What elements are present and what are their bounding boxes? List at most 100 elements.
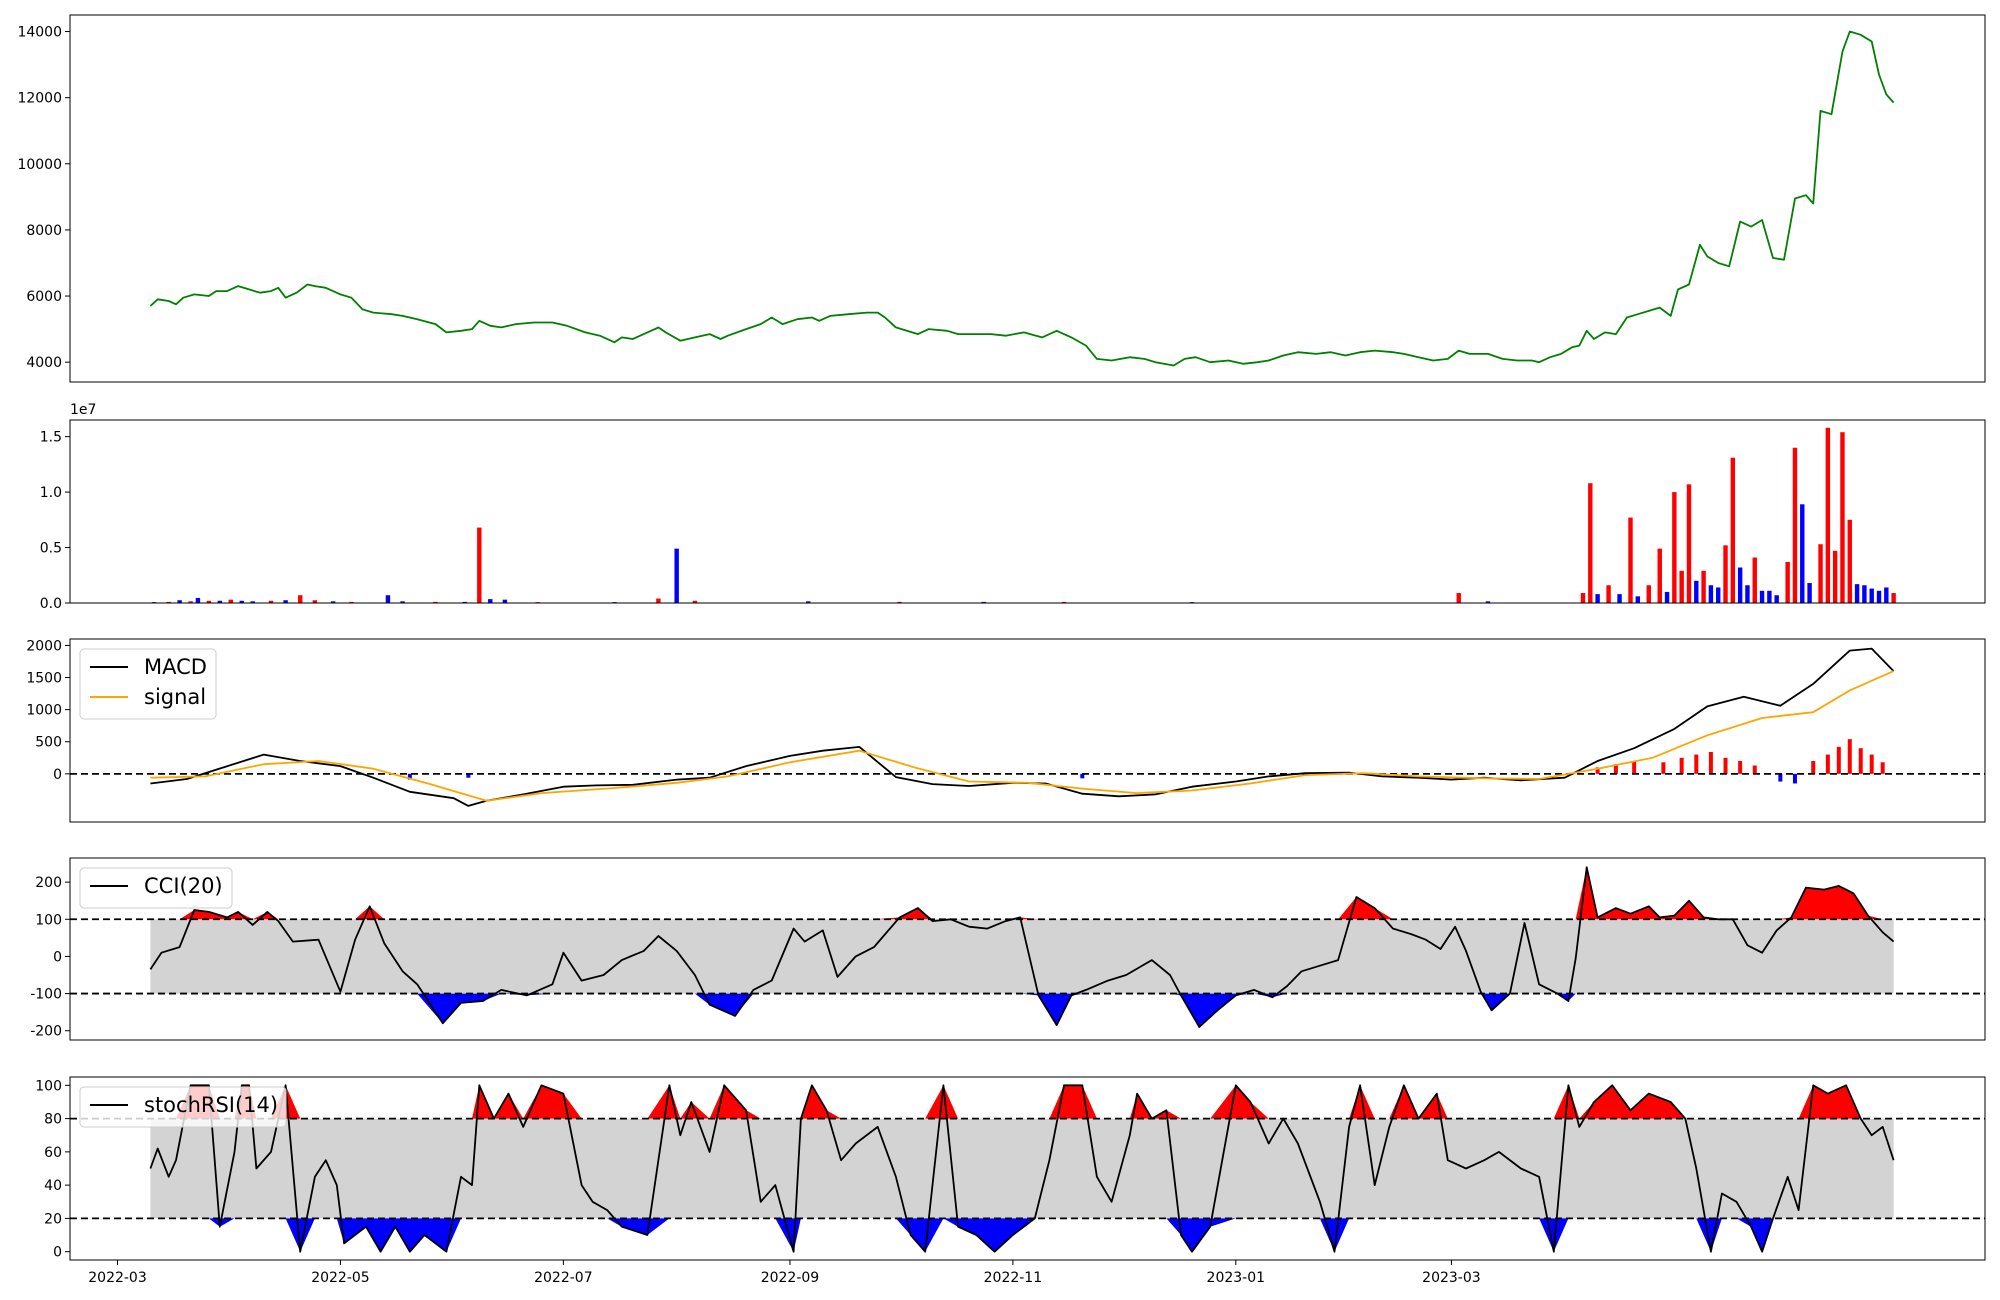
volume-bar xyxy=(298,595,303,603)
price-ytick-label: 6000 xyxy=(26,289,62,305)
macd-histogram-bar xyxy=(1723,757,1728,774)
stochrsi-plot-area xyxy=(70,1084,1985,1253)
volume-bar xyxy=(1847,519,1852,603)
volume-bar xyxy=(462,601,467,603)
price-ytick-label: 4000 xyxy=(26,355,62,371)
volume-bar xyxy=(1723,545,1728,603)
volume-bar xyxy=(195,598,201,603)
macd-legend-label: MACD xyxy=(144,655,207,679)
cci-frame xyxy=(69,857,1986,1041)
stochrsi-neutral-band xyxy=(150,1118,1894,1219)
cci-ytick-label: -100 xyxy=(30,987,62,1003)
volume-bar xyxy=(806,601,811,603)
volume-bar xyxy=(349,601,354,603)
price-ytick-label: 8000 xyxy=(26,223,62,239)
volume-bar xyxy=(981,601,986,603)
volume-bar xyxy=(1807,583,1812,603)
volume-bar xyxy=(188,601,193,603)
macd-ytick-label: 1500 xyxy=(26,671,62,687)
volume-bar xyxy=(1646,585,1651,603)
stochrsi-ytick-label: 0 xyxy=(53,1245,62,1261)
cci-ytick-label: -200 xyxy=(30,1024,62,1040)
volume-bar xyxy=(312,600,318,603)
macd-histogram-bar xyxy=(1825,754,1830,774)
macd-ytick-label: 1000 xyxy=(26,703,62,719)
volume-bar xyxy=(1818,544,1823,603)
macd-histogram-bar xyxy=(1869,754,1874,774)
volume-bar xyxy=(1679,570,1684,603)
macd-ytick-label: 500 xyxy=(35,735,62,751)
cci-ytick-label: 200 xyxy=(35,875,62,891)
volume-bar xyxy=(1774,595,1779,603)
stochrsi-ytick-label: 20 xyxy=(44,1211,62,1227)
volume-bar xyxy=(177,600,182,603)
macd-histogram-bar xyxy=(1080,773,1085,779)
macd-histogram-bar xyxy=(1847,739,1852,774)
cci-ytick-label: 100 xyxy=(35,912,62,928)
macd-histogram-bar xyxy=(1694,754,1699,774)
volume-bar xyxy=(1767,590,1772,603)
xtick-label: 2022-03 xyxy=(88,1270,147,1286)
volume-bar xyxy=(1485,601,1491,603)
volume-bar xyxy=(1628,517,1633,603)
price-ytick-label: 10000 xyxy=(17,157,62,173)
macd-histogram-bar xyxy=(1595,767,1600,774)
macd-histogram-bar xyxy=(1836,746,1841,774)
volume-bar xyxy=(477,527,482,603)
volume-bar xyxy=(692,600,698,603)
volume-bar xyxy=(488,599,493,603)
volume-bar xyxy=(385,595,391,603)
volume-bar xyxy=(1694,580,1699,603)
x-axis: 2022-03 2022-05 2022-07 2022-09 2022-11 2023-… xyxy=(88,1260,1481,1286)
volume-bar xyxy=(330,601,336,603)
macd-histogram-bar xyxy=(1792,773,1797,784)
volume-bar xyxy=(1876,590,1882,603)
macd-histogram-bar xyxy=(466,773,471,778)
volume-bar xyxy=(1635,596,1641,603)
macd-legend: MACD signal xyxy=(79,648,217,720)
volume-bar xyxy=(1737,567,1743,603)
xtick-label: 2023-01 xyxy=(1207,1270,1266,1286)
volume-bar xyxy=(1730,457,1736,603)
volume-bar xyxy=(1606,585,1611,603)
stochrsi-ytick-label: 40 xyxy=(44,1178,62,1194)
volume-bar xyxy=(206,600,212,603)
stochrsi-legend-label: stochRSI(14) xyxy=(144,1093,278,1117)
volume-bar xyxy=(1657,548,1662,603)
xtick-label: 2022-09 xyxy=(761,1270,820,1286)
macd-ytick-label: 2000 xyxy=(26,638,62,654)
panel-macd: 0 500 1000 1500 2000 MACD signal xyxy=(26,638,1986,823)
volume-bar xyxy=(1061,601,1067,603)
volume-bar xyxy=(217,600,223,603)
xtick-label: 2023-03 xyxy=(1422,1270,1481,1286)
volume-bar xyxy=(239,600,244,603)
volume-bar xyxy=(1891,593,1896,603)
stochrsi-ytick-label: 60 xyxy=(44,1145,62,1161)
price-series-line-0 xyxy=(149,30,1895,367)
volume-bar xyxy=(1832,550,1838,603)
macd-histogram-bar xyxy=(1778,773,1783,782)
macd-histogram-bar xyxy=(1738,761,1743,774)
cci-ytick-label: 0 xyxy=(53,949,62,965)
volume-bar xyxy=(433,601,438,603)
macd-histogram-bar xyxy=(1858,748,1863,774)
volume-ytick-label: 1.0 xyxy=(40,485,62,501)
macd-legend-label: signal xyxy=(144,685,206,709)
cci-legend: CCI(20) xyxy=(79,867,233,909)
xtick-label: 2022-07 xyxy=(534,1270,593,1286)
macd-histogram-bar xyxy=(407,773,412,780)
panel-cci: -200 -100 0 100 200 CCI(20) xyxy=(30,857,1986,1041)
macd-histogram-bar xyxy=(1708,752,1713,774)
price-ytick-label: 14000 xyxy=(17,25,62,41)
volume-bar xyxy=(1617,594,1622,603)
stochrsi-frame xyxy=(69,1076,1986,1261)
volume-bar xyxy=(1825,427,1831,603)
xtick-label: 2022-05 xyxy=(311,1270,370,1286)
macd-histogram-bar xyxy=(1679,757,1684,774)
macd-series-line-signal xyxy=(150,670,1894,802)
cci-plot-area xyxy=(70,866,1985,1028)
macd-histogram-bar xyxy=(1752,765,1757,774)
price-ytick-label: 12000 xyxy=(17,91,62,107)
volume-bar xyxy=(502,599,508,603)
